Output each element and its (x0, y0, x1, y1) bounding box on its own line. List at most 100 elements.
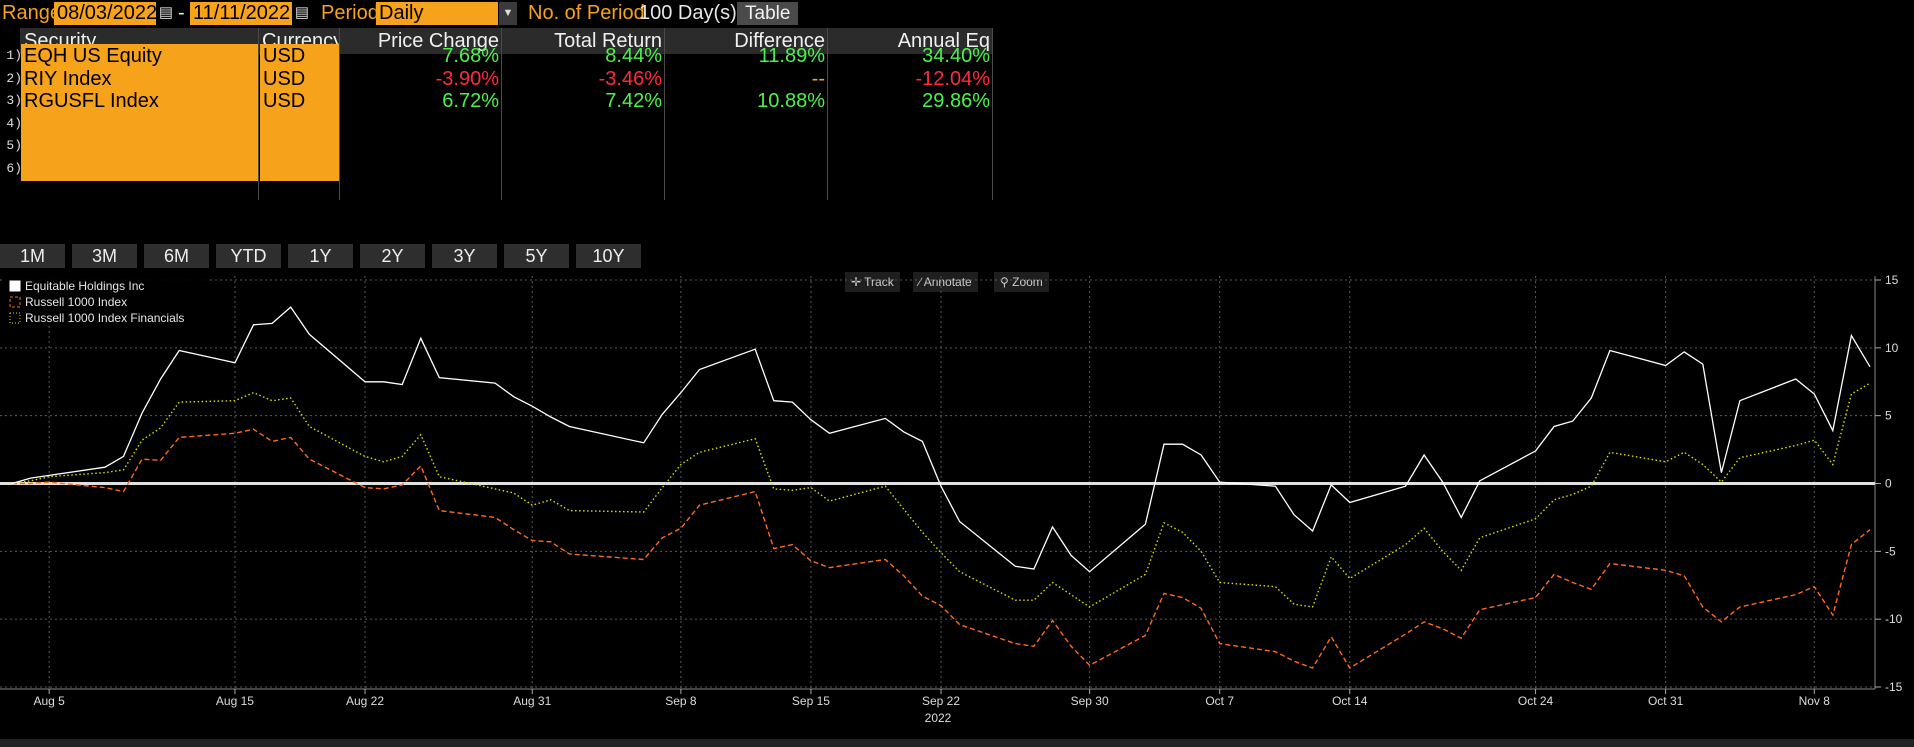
price-change-cell: 7.68% (442, 45, 499, 67)
calendar-icon[interactable]: ▤ (294, 4, 310, 21)
range-button-5y[interactable]: 5Y (504, 244, 572, 268)
table-button[interactable]: Table (737, 2, 799, 25)
header-annual-eq[interactable]: Annual Eq (828, 28, 992, 54)
currency-input[interactable]: USD (260, 67, 339, 91)
security-input[interactable]: EQH US Equity (21, 44, 258, 68)
track-button[interactable]: ✛ Track (845, 272, 900, 292)
y-tick-label: 5 (1885, 409, 1892, 423)
period-label: Period (321, 2, 379, 24)
annual-eq-cell (828, 112, 992, 136)
range-separator: - (178, 2, 185, 24)
x-tick-label: Oct 7 (1205, 694, 1234, 708)
x-tick-label: Oct 31 (1648, 694, 1684, 708)
x-tick-label: Sep 22 (922, 694, 960, 708)
total-return-cell: -3.46% (598, 68, 662, 90)
security-input[interactable] (21, 134, 258, 158)
x-tick-label: Sep 30 (1071, 694, 1109, 708)
x-tick-label: Nov 8 (1799, 694, 1831, 708)
difference-cell: 11.89% (758, 45, 825, 67)
calendar-icon[interactable]: ▤ (158, 4, 174, 21)
security-input[interactable]: RGUSFL Index (21, 89, 258, 113)
row-number: 6) (6, 161, 22, 176)
annual-eq-cell (828, 157, 992, 181)
range-button-6m[interactable]: 6M (144, 244, 212, 268)
y-tick-label: -5 (1885, 544, 1896, 558)
range-button-10y[interactable]: 10Y (576, 244, 644, 268)
annotate-label: Annotate (923, 275, 972, 289)
total-return-cell: 8.44% (605, 45, 662, 67)
security-input[interactable] (21, 157, 258, 181)
legend-label: Equitable Holdings Inc (25, 279, 144, 293)
period-select[interactable]: Daily (376, 2, 498, 25)
x-tick-label: Oct 14 (1332, 694, 1368, 708)
total-return-cell (502, 157, 664, 181)
range-button-3y[interactable]: 3Y (432, 244, 500, 268)
control-bar: Range 08/03/2022 ▤ - 11/11/2022 ▤ Period… (0, 0, 1914, 28)
pencil-icon: ∕ (919, 275, 924, 289)
range-end-input[interactable]: 11/11/2022 (190, 2, 292, 25)
legend-box (4, 275, 208, 323)
currency-input[interactable]: USD (260, 89, 339, 113)
y-tick-label: 15 (1885, 273, 1899, 287)
footer-scroll-strip (0, 739, 1914, 747)
x-tick-label: Sep 8 (665, 694, 697, 708)
difference-cell (665, 157, 827, 181)
annual-eq-cell (828, 134, 992, 158)
legend-swatch (9, 312, 21, 324)
range-button-1m[interactable]: 1M (0, 244, 68, 268)
currency-input[interactable] (260, 134, 339, 158)
range-button-3m[interactable]: 3M (72, 244, 140, 268)
header-price-change[interactable]: Price Change (340, 28, 501, 54)
x-tick-label: Aug 22 (346, 694, 384, 708)
series-line-equitable-holdings-inc (11, 306, 1871, 573)
difference-cell (665, 134, 827, 158)
row-number: 4) (6, 116, 22, 131)
price-change-cell (340, 112, 501, 136)
zoom-button[interactable]: ⚲ Zoom (994, 272, 1049, 292)
column-divider (258, 28, 259, 200)
currency-input[interactable] (260, 112, 339, 136)
x-tick-label: Aug 31 (513, 694, 551, 708)
security-input[interactable]: RIY Index (21, 67, 258, 91)
legend-label: Russell 1000 Index Financials (25, 311, 184, 325)
difference-cell (665, 112, 827, 136)
difference-cell: 10.88% (757, 90, 825, 112)
legend-swatch (9, 280, 21, 292)
chevron-down-icon[interactable]: ▼ (499, 2, 517, 25)
annual-eq-cell: 29.86% (922, 90, 990, 112)
zoom-label: Zoom (1012, 275, 1043, 289)
legend-swatch (9, 296, 21, 308)
num-period-value[interactable]: 100 Day(s) (639, 2, 737, 24)
row-number: 1) (6, 48, 22, 63)
magnifier-icon: ⚲ (1000, 275, 1013, 289)
row-number: 5) (6, 138, 22, 153)
security-input[interactable] (21, 112, 258, 136)
x-axis-year-label: 2022 (925, 711, 952, 725)
range-button-2y[interactable]: 2Y (360, 244, 428, 268)
row-number: 2) (6, 71, 22, 86)
annotate-button[interactable]: ∕ Annotate (913, 272, 978, 292)
annual-eq-cell: -12.04% (915, 68, 991, 90)
header-difference[interactable]: Difference (665, 28, 827, 54)
range-label: Range (2, 2, 61, 24)
total-return-cell: 7.42% (605, 90, 662, 112)
price-change-cell (340, 157, 501, 181)
total-return-cell (502, 134, 664, 158)
currency-input[interactable]: USD (260, 44, 339, 68)
column-divider (339, 28, 340, 200)
price-change-cell: 6.72% (442, 90, 499, 112)
x-tick-label: Aug 15 (216, 694, 254, 708)
range-button-ytd[interactable]: YTD (216, 244, 284, 268)
securities-table: Security Currency Price Change Total Ret… (0, 28, 1914, 243)
performance-chart[interactable]: 15 10 5 0 -5 -10 -15 Aug 5 Aug 15 Aug 22 Aug 31 Sep… (0, 270, 1914, 739)
x-tick-label: Sep 15 (792, 694, 830, 708)
column-divider (827, 28, 828, 200)
x-tick-label: Aug 5 (33, 694, 65, 708)
range-start-input[interactable]: 08/03/2022 (54, 2, 156, 25)
currency-input[interactable] (260, 157, 339, 181)
header-total-return[interactable]: Total Return (502, 28, 664, 54)
track-label: Track (864, 275, 894, 289)
y-tick-label: 0 (1885, 477, 1892, 491)
range-button-1y[interactable]: 1Y (288, 244, 356, 268)
column-divider (992, 28, 993, 200)
